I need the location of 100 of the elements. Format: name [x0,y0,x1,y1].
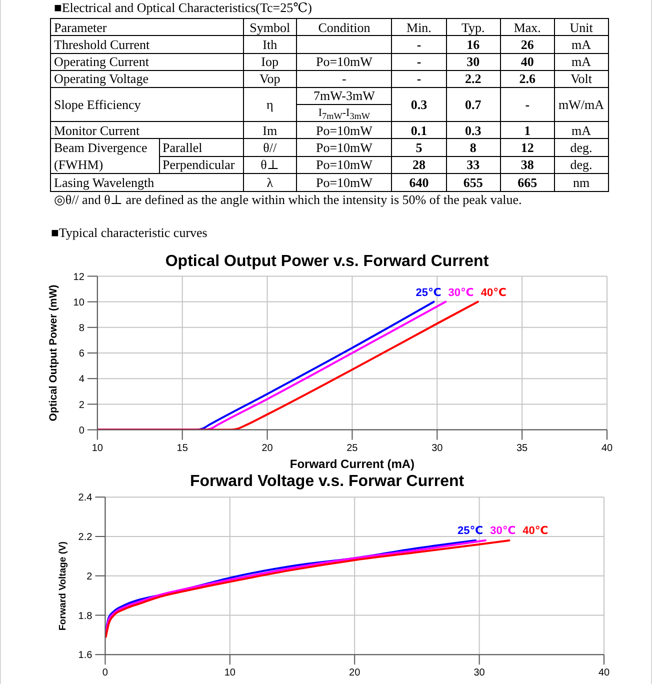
text: ◎θ// and θ⊥ are defined as the angle within which the intensity is 50% of the peak value. [54,192,522,207]
text: 0.7 [465,96,482,112]
text: Volt [570,71,592,86]
text: Perpendicular [162,157,235,172]
series-label: 25℃ [458,525,484,538]
y-tick-label: 8 [78,322,85,334]
text: - [342,71,346,86]
x-tick-label: 40 [598,668,610,679]
x-axis-title: Forward Current (mA) [290,457,415,471]
text: Po=10mW [316,140,372,156]
text: θ⊥ [260,157,280,172]
y-tick-label: 1.8 [78,610,93,622]
y-tick-label: 0 [78,425,85,436]
y-tick-label: 10 [73,297,85,308]
x-tick-label: 10 [224,668,236,679]
text: - [416,71,422,86]
text: 16 [466,36,480,52]
text: - [416,54,422,69]
text: - [525,96,530,112]
text: η [266,96,274,112]
series-label: 30℃ [448,286,474,299]
text: 655 [463,174,483,190]
x-tick-label: 40 [601,442,613,454]
series-label: 30℃ [490,525,516,538]
text: 640 [409,174,429,190]
category-label: Typ. [462,20,485,34]
y-tick-label: 2 [86,571,93,582]
text: mA [572,54,592,69]
text: 2.2 [465,71,482,86]
series-label: 40℃ [522,525,548,538]
x-tick-label: 20 [262,442,274,454]
text: Operating Voltage [54,71,148,86]
text: (FWHM) [54,157,104,172]
series-label: 40℃ [480,286,506,299]
x-tick-label: 30 [474,668,486,679]
text: Po=10mW [316,157,372,172]
text: Threshold Current [54,36,150,52]
text: mA [572,122,592,138]
text: Po=10mW [316,54,372,69]
text: Slope Efficiency [54,96,141,112]
text: 7mW-3mW I$_{7mW}$-I$_{3mW}$ [314,88,375,121]
text: ■Typical characteristic curves [51,225,208,240]
text: mA [572,36,592,52]
category-label: Unit [570,20,593,34]
text: 665 [518,174,538,190]
text: λ [266,174,273,190]
y-axis-title: Forward Voltage (V) [58,541,68,631]
text: 0.3 [465,122,482,138]
text: 38 [520,157,534,172]
y-tick-label: 2.4 [78,492,93,504]
text: Monitor Current [54,122,140,138]
text: Beam Divergence [54,140,148,156]
text: 12 [520,140,534,156]
text: 33 [466,157,480,172]
category-label: Min. [406,20,432,34]
chart-title: Optical Output Power v.s. Forward Current [165,253,489,270]
y-tick-label: 4 [78,374,85,386]
y-axis-title: Optical Output Power (mW) [48,284,60,422]
category-label: Parameter [54,20,107,34]
text: Operating Current [54,54,149,69]
x-tick-label: 20 [349,668,361,679]
category-label: Max. [514,20,541,34]
text: θ// [263,140,277,156]
text: Vop [259,71,280,86]
x-tick-label: 35 [516,442,528,454]
y-tick-label: 12 [73,272,85,283]
x-tick-label: 0 [102,668,108,679]
text: 2.6 [519,71,536,86]
text: Iop [261,54,279,69]
y-tick-label: 2 [78,400,85,411]
text: 8 [470,140,476,156]
text: ■Electrical and Optical Characteristics(Tc=25℃) [54,0,312,15]
text: Im [262,122,278,138]
text: Po=10mW [316,174,372,190]
text: 0.3 [410,96,428,112]
text: 26 [520,36,534,52]
series-label: 25℃ [416,286,442,299]
y-tick-label: 2.2 [78,532,93,544]
text: - [416,36,422,52]
text: 5 [416,140,422,156]
chart-title: Forward Voltage v.s. Forwar Current [190,473,464,490]
y-tick-label: 6 [78,348,85,360]
x-tick-label: 10 [92,442,104,454]
text: Po=10mW [316,122,372,138]
text: deg. [570,140,592,156]
category-label: Symbol [250,20,290,34]
text: Lasing Wavelength [54,174,154,190]
x-tick-label: 25 [346,442,358,454]
text: 28 [412,157,426,172]
text: 1 [524,122,531,138]
text: Ith [262,36,278,52]
text: 0.1 [410,122,428,138]
text: mW/mA [558,96,604,112]
y-tick-label: 1.6 [78,650,93,662]
category-label: Condition [318,20,370,34]
text: 30 [466,54,480,69]
x-tick-label: 15 [176,442,188,454]
text: Parallel [162,140,202,156]
text: deg. [570,157,592,172]
text: nm [572,174,590,190]
